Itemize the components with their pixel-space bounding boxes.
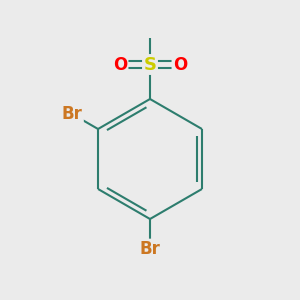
- Text: Br: Br: [140, 240, 160, 258]
- Text: Br: Br: [61, 105, 82, 123]
- Text: O: O: [113, 56, 127, 74]
- Text: O: O: [173, 56, 187, 74]
- Text: S: S: [143, 56, 157, 74]
